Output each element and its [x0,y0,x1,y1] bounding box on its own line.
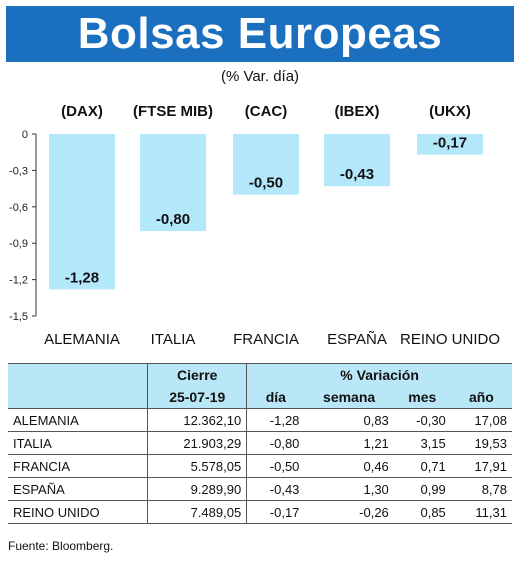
value-label: -0,17 [433,135,467,152]
index-label: (FTSE MIB) [133,103,213,120]
subheader-dia: día [246,386,305,409]
index-label: (UKX) [429,103,471,120]
row-semana: 0,83 [304,408,394,432]
table-row: ESPAÑA 9.289,90 -0,43 1,30 0,99 8,78 [8,477,512,501]
bar-reino-unido [417,134,483,155]
category-label: REINO UNIDO [400,331,500,348]
table-subheader-row: 25-07-19 día semana mes año [8,386,512,409]
row-semana: 1,30 [304,477,394,501]
row-dia: -1,28 [246,408,305,432]
row-mes: 0,71 [393,454,451,478]
table-row: ALEMANIA 12.362,10 -1,28 0,83 -0,30 17,0… [8,408,512,432]
row-semana: -0,26 [304,500,394,524]
value-label: -0,43 [340,166,374,183]
bar-chart: 0 -0,3 -0,6 -0,9 -1,2 -1,5 (DAX) (FTSE MIB) (CA… [9,103,500,348]
category-label: ESPAÑA [327,331,387,348]
category-labels: ALEMANIA ITALIA FRANCIA ESPAÑA REINO UNIDO [44,331,500,348]
row-name: ALEMANIA [8,408,148,432]
subheader-date: 25-07-19 [147,386,247,409]
title-banner: Bolsas Europeas [6,6,514,62]
value-label: -1,28 [65,269,99,286]
table-header-row: Cierre % Variación [8,363,512,386]
subheader-empty [8,386,148,409]
row-cierre: 9.289,90 [147,477,247,501]
bar-alemania [49,134,115,290]
category-label: ALEMANIA [44,331,120,348]
row-ano: 8,78 [450,477,512,501]
row-ano: 17,91 [450,454,512,478]
y-tick-label: -1,2 [9,275,28,287]
table-row: REINO UNIDO 7.489,05 -0,17 -0,26 0,85 11… [8,500,512,524]
subheader-semana: semana [304,386,394,409]
subheader-mes: mes [393,386,451,409]
row-mes: 3,15 [393,431,451,455]
index-label: (DAX) [61,103,103,120]
value-labels: -1,28 -0,80 -0,50 -0,43 -0,17 [65,135,467,287]
row-dia: -0,17 [246,500,305,524]
y-tick-label: -1,5 [9,311,28,323]
row-ano: 17,08 [450,408,512,432]
row-name: ESPAÑA [8,477,148,501]
chart-subtitle: (% Var. día) [220,68,300,85]
y-tick-label: -0,3 [9,165,28,177]
quotes-table: Cierre % Variación 25-07-19 día semana m… [8,363,512,524]
row-cierre: 21.903,29 [147,431,247,455]
row-name: REINO UNIDO [8,500,148,524]
bars-group [49,134,483,290]
header-variacion: % Variación [246,363,512,386]
table-row: ITALIA 21.903,29 -0,80 1,21 3,15 19,53 [8,431,512,455]
row-dia: -0,43 [246,477,305,501]
row-mes: -0,30 [393,408,451,432]
row-dia: -0,50 [246,454,305,478]
bar-españa [324,134,390,187]
value-label: -0,80 [156,211,190,228]
category-label: FRANCIA [233,331,299,348]
row-ano: 11,31 [450,500,512,524]
row-cierre: 7.489,05 [147,500,247,524]
row-cierre: 12.362,10 [147,408,247,432]
bar-francia [233,134,299,195]
index-label: (IBEX) [335,103,380,120]
index-label: (CAC) [245,103,288,120]
table-row: FRANCIA 5.578,05 -0,50 0,46 0,71 17,91 [8,454,512,478]
row-mes: 0,85 [393,500,451,524]
index-labels: (DAX) (FTSE MIB) (CAC) (IBEX) (UKX) [61,103,471,120]
header-cierre: Cierre [147,363,247,386]
y-axis: 0 -0,3 -0,6 -0,9 -1,2 -1,5 [9,129,37,323]
source-note: Fuente: Bloomberg. [8,539,114,553]
category-label: ITALIA [151,331,196,348]
row-semana: 0,46 [304,454,394,478]
y-tick-label: -0,9 [9,238,28,250]
row-mes: 0,99 [393,477,451,501]
row-cierre: 5.578,05 [147,454,247,478]
header-empty [8,363,148,386]
row-name: FRANCIA [8,454,148,478]
y-tick-label: -0,6 [9,202,28,214]
bar-italia [140,134,206,232]
subheader-ano: año [450,386,512,409]
row-semana: 1,21 [304,431,394,455]
row-dia: -0,80 [246,431,305,455]
value-label: -0,50 [249,175,283,192]
row-ano: 19,53 [450,431,512,455]
row-name: ITALIA [8,431,148,455]
y-tick-label: 0 [22,129,28,141]
page-title: Bolsas Europeas [77,9,443,58]
